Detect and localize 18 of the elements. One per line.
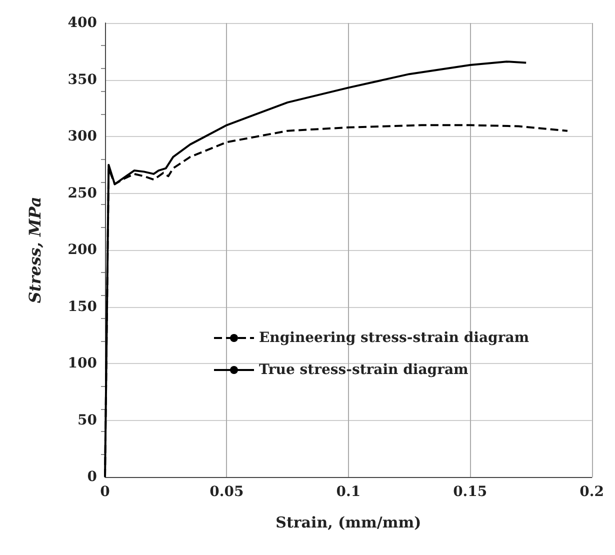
x-tick-label: 0 — [100, 484, 110, 500]
legend-label: True stress-strain diagram — [259, 362, 469, 378]
x-tick-label: 0.1 — [336, 484, 361, 500]
x-tick-label: 0.05 — [210, 484, 244, 500]
y-axis-title: Stress, MPa — [26, 196, 44, 304]
y-tick-label: 100 — [68, 356, 98, 372]
y-tick-label: 200 — [68, 242, 98, 258]
y-tick-label: 150 — [68, 298, 98, 315]
y-tick-label: 250 — [68, 185, 98, 202]
x-tick-label: 0.15 — [453, 484, 488, 500]
y-tick-label: 50 — [78, 412, 98, 428]
y-tick-label: 400 — [68, 15, 98, 31]
y-tick-label: 300 — [68, 128, 98, 144]
x-tick-label: 0.2 — [580, 484, 604, 500]
x-axis-title: Strain, (mm/mm) — [276, 514, 422, 532]
y-tick-label: 0 — [87, 469, 98, 485]
legend-label: Engineering stress-strain diagram — [259, 330, 530, 346]
y-tick-label: 350 — [68, 72, 98, 88]
